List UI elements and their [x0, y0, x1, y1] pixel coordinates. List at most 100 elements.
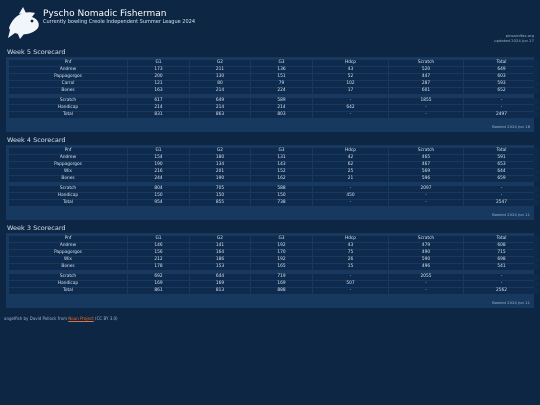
spacer — [9, 183, 539, 185]
cell: 170 — [251, 250, 312, 256]
cell: 590 — [389, 257, 463, 263]
cell: 25 — [313, 169, 388, 175]
section-title: Week 5 Scorecard — [7, 48, 66, 56]
cell: 15 — [313, 264, 388, 270]
site-title: Pyscho Nomadic Fisherman — [43, 9, 167, 19]
cell: - — [464, 186, 539, 192]
cell: 603 — [464, 74, 539, 80]
cell: 698 — [464, 257, 539, 263]
cell: - — [389, 193, 463, 199]
cell: 178 — [128, 264, 189, 270]
cell: Carrol — [9, 81, 127, 87]
column-header: G1 — [128, 236, 189, 242]
cell: 861 — [128, 288, 189, 294]
scorecard: Pnf G1 G2 G3 Hdcp Scratch Total Andrew 154 180 131… — [6, 145, 539, 220]
summary-row: Scratch 617 649 589-1855- — [9, 98, 539, 104]
bowled-date: Bowled 2024 Jun 11 — [492, 300, 530, 305]
section-title: Week 3 Scorecard — [7, 224, 66, 232]
cell: Scratch — [9, 186, 127, 192]
spacer — [9, 95, 539, 97]
cell: 2497 — [464, 112, 539, 118]
summary-row: Scratch 692 644 719-2055- — [9, 274, 539, 280]
column-header: G3 — [251, 236, 312, 242]
cell: 190 — [190, 176, 250, 182]
cell: 1855 — [389, 98, 463, 104]
header-row: Pnf G1 G2 G3 Hdcp Scratch Total — [9, 60, 539, 66]
cell: 52 — [313, 74, 388, 80]
cell: 173 — [128, 67, 189, 73]
bowler-row: Andrew 154 180 131 42 465 591 — [9, 155, 539, 161]
cell: - — [313, 288, 388, 294]
column-header: Pnf — [9, 236, 127, 242]
column-header: G1 — [128, 148, 189, 154]
cell: 17 — [313, 88, 388, 94]
link[interactable]: Noun Project — [68, 316, 94, 321]
column-header: G2 — [190, 148, 250, 154]
cell: 617 — [128, 98, 189, 104]
cell: Bones — [9, 264, 127, 270]
logo — [8, 7, 39, 39]
cell: 192 — [251, 243, 312, 249]
cell: 569 — [389, 169, 463, 175]
cell: 130 — [190, 74, 250, 80]
cell: 169 — [128, 281, 189, 287]
site-name: pinsandfax.org — [505, 33, 534, 38]
cell: 211 — [190, 67, 250, 73]
cell: 102 — [313, 81, 388, 87]
cell: Pappagorgos — [9, 74, 127, 80]
cell: 186 — [190, 257, 250, 263]
cell: 596 — [389, 176, 463, 182]
cell: 212 — [128, 257, 189, 263]
column-header: G2 — [190, 236, 250, 242]
cell: - — [389, 112, 463, 118]
updated: updated 2024 Jun 27 — [494, 38, 534, 43]
bowler-row: Bones 244 190 162 21 596 659 — [9, 176, 539, 182]
cell: 467 — [389, 162, 463, 168]
summary-row: Total 831 863 803- -2497 — [9, 112, 539, 118]
subtitle: Currently bowling Creole Independent Sum… — [43, 19, 196, 25]
summary-row: Handicap 150 150 150 450- - — [9, 193, 539, 199]
cell: 146 — [128, 243, 189, 249]
cell: - — [389, 200, 463, 206]
spacer — [9, 271, 539, 273]
cell: 75 — [313, 250, 388, 256]
summary-row: Handicap 169 169 169 507- - — [9, 281, 539, 287]
cell: 447 — [389, 74, 463, 80]
bowled-date: Bowled 2024 Jun 18 — [492, 124, 530, 129]
cell: 863 — [190, 112, 250, 118]
cell: - — [389, 288, 463, 294]
cell: 591 — [464, 155, 539, 161]
cell: 244 — [128, 176, 189, 182]
bowler-row: Pappagorgos 200 130 151 52 447 603 — [9, 74, 539, 80]
cell: 156 — [128, 250, 189, 256]
header-row: Pnf G1 G2 G3 Hdcp Scratch Total — [9, 236, 539, 242]
bowler-row: Carrol 121 80 79 102 287 593 — [9, 81, 539, 87]
cell: - — [464, 98, 539, 104]
bowler-row: Pappagorgos 156 164 170 75 490 715 — [9, 250, 539, 256]
cell: Andrew — [9, 155, 127, 161]
cell: 652 — [464, 88, 539, 94]
cell: - — [464, 193, 539, 199]
cell: 588 — [251, 186, 312, 192]
credit: angelfish by David Pollock from — [4, 316, 67, 321]
cell: 601 — [389, 88, 463, 94]
cell: Total — [9, 288, 127, 294]
cell: 803 — [251, 112, 312, 118]
spacer — [9, 183, 539, 185]
cell: 201 — [190, 169, 250, 175]
cell: 165 — [251, 264, 312, 270]
score-table: Pnf G1 G2 G3 Hdcp Scratch Total Andrew 154 180 131… — [8, 147, 540, 207]
cell: 2562 — [464, 288, 539, 294]
column-header: Total — [464, 236, 539, 242]
cell: - — [313, 186, 388, 192]
bowler-row: Bones 163 214 224 17 601 652 — [9, 88, 539, 94]
cell: 136 — [251, 67, 312, 73]
column-header: G1 — [128, 60, 189, 66]
summary-row: Handicap 214 214 214 642- - — [9, 105, 539, 111]
cell: 150 — [128, 193, 189, 199]
bowler-row: Pappagorgos 190 134 143 62 467 653 — [9, 162, 539, 168]
cell: 141 — [190, 243, 250, 249]
cell: 43 — [313, 243, 388, 249]
bowler-row: Andrew 146 141 192 43 479 608 — [9, 243, 539, 249]
cell: 224 — [251, 88, 312, 94]
